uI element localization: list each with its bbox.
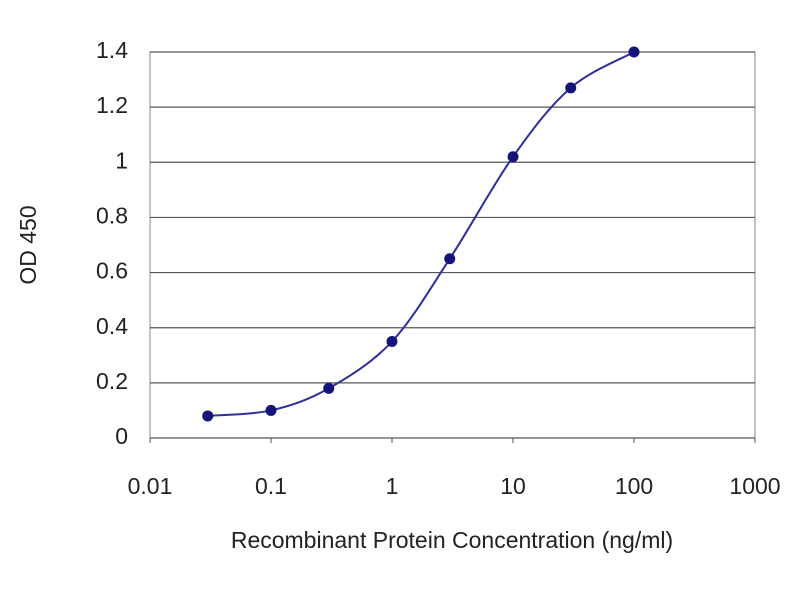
x-tick-label: 0.1 [255, 473, 287, 499]
y-tick-label: 0.6 [96, 258, 128, 284]
y-axis-label: OD 450 [15, 205, 41, 284]
y-tick-label: 1 [115, 147, 128, 173]
data-point [323, 382, 335, 394]
data-point [202, 410, 214, 422]
y-tick-label: 0 [115, 423, 128, 449]
data-point [386, 336, 398, 347]
y-tick-label: 0.8 [96, 203, 128, 229]
x-tick-label: 0.01 [128, 473, 173, 499]
data-point [507, 151, 519, 163]
curve [207, 51, 635, 417]
x-axis-label: Recombinant Protein Concentration (ng/ml… [231, 527, 673, 553]
x-tick-label: 1000 [729, 473, 780, 499]
y-tick-label: 0.4 [96, 313, 128, 339]
x-tick-label: 100 [615, 473, 653, 499]
y-tick-label: 1.2 [96, 92, 128, 118]
y-tick-label: 0.2 [96, 368, 128, 394]
data-point [628, 46, 640, 58]
plot-area [149, 51, 756, 439]
data-point [444, 253, 456, 265]
y-tick-label: 1.4 [96, 37, 128, 63]
data-point [265, 404, 277, 416]
x-tick-label: 1 [386, 473, 399, 499]
data-point [565, 82, 577, 94]
x-tick-label: 10 [500, 473, 526, 499]
